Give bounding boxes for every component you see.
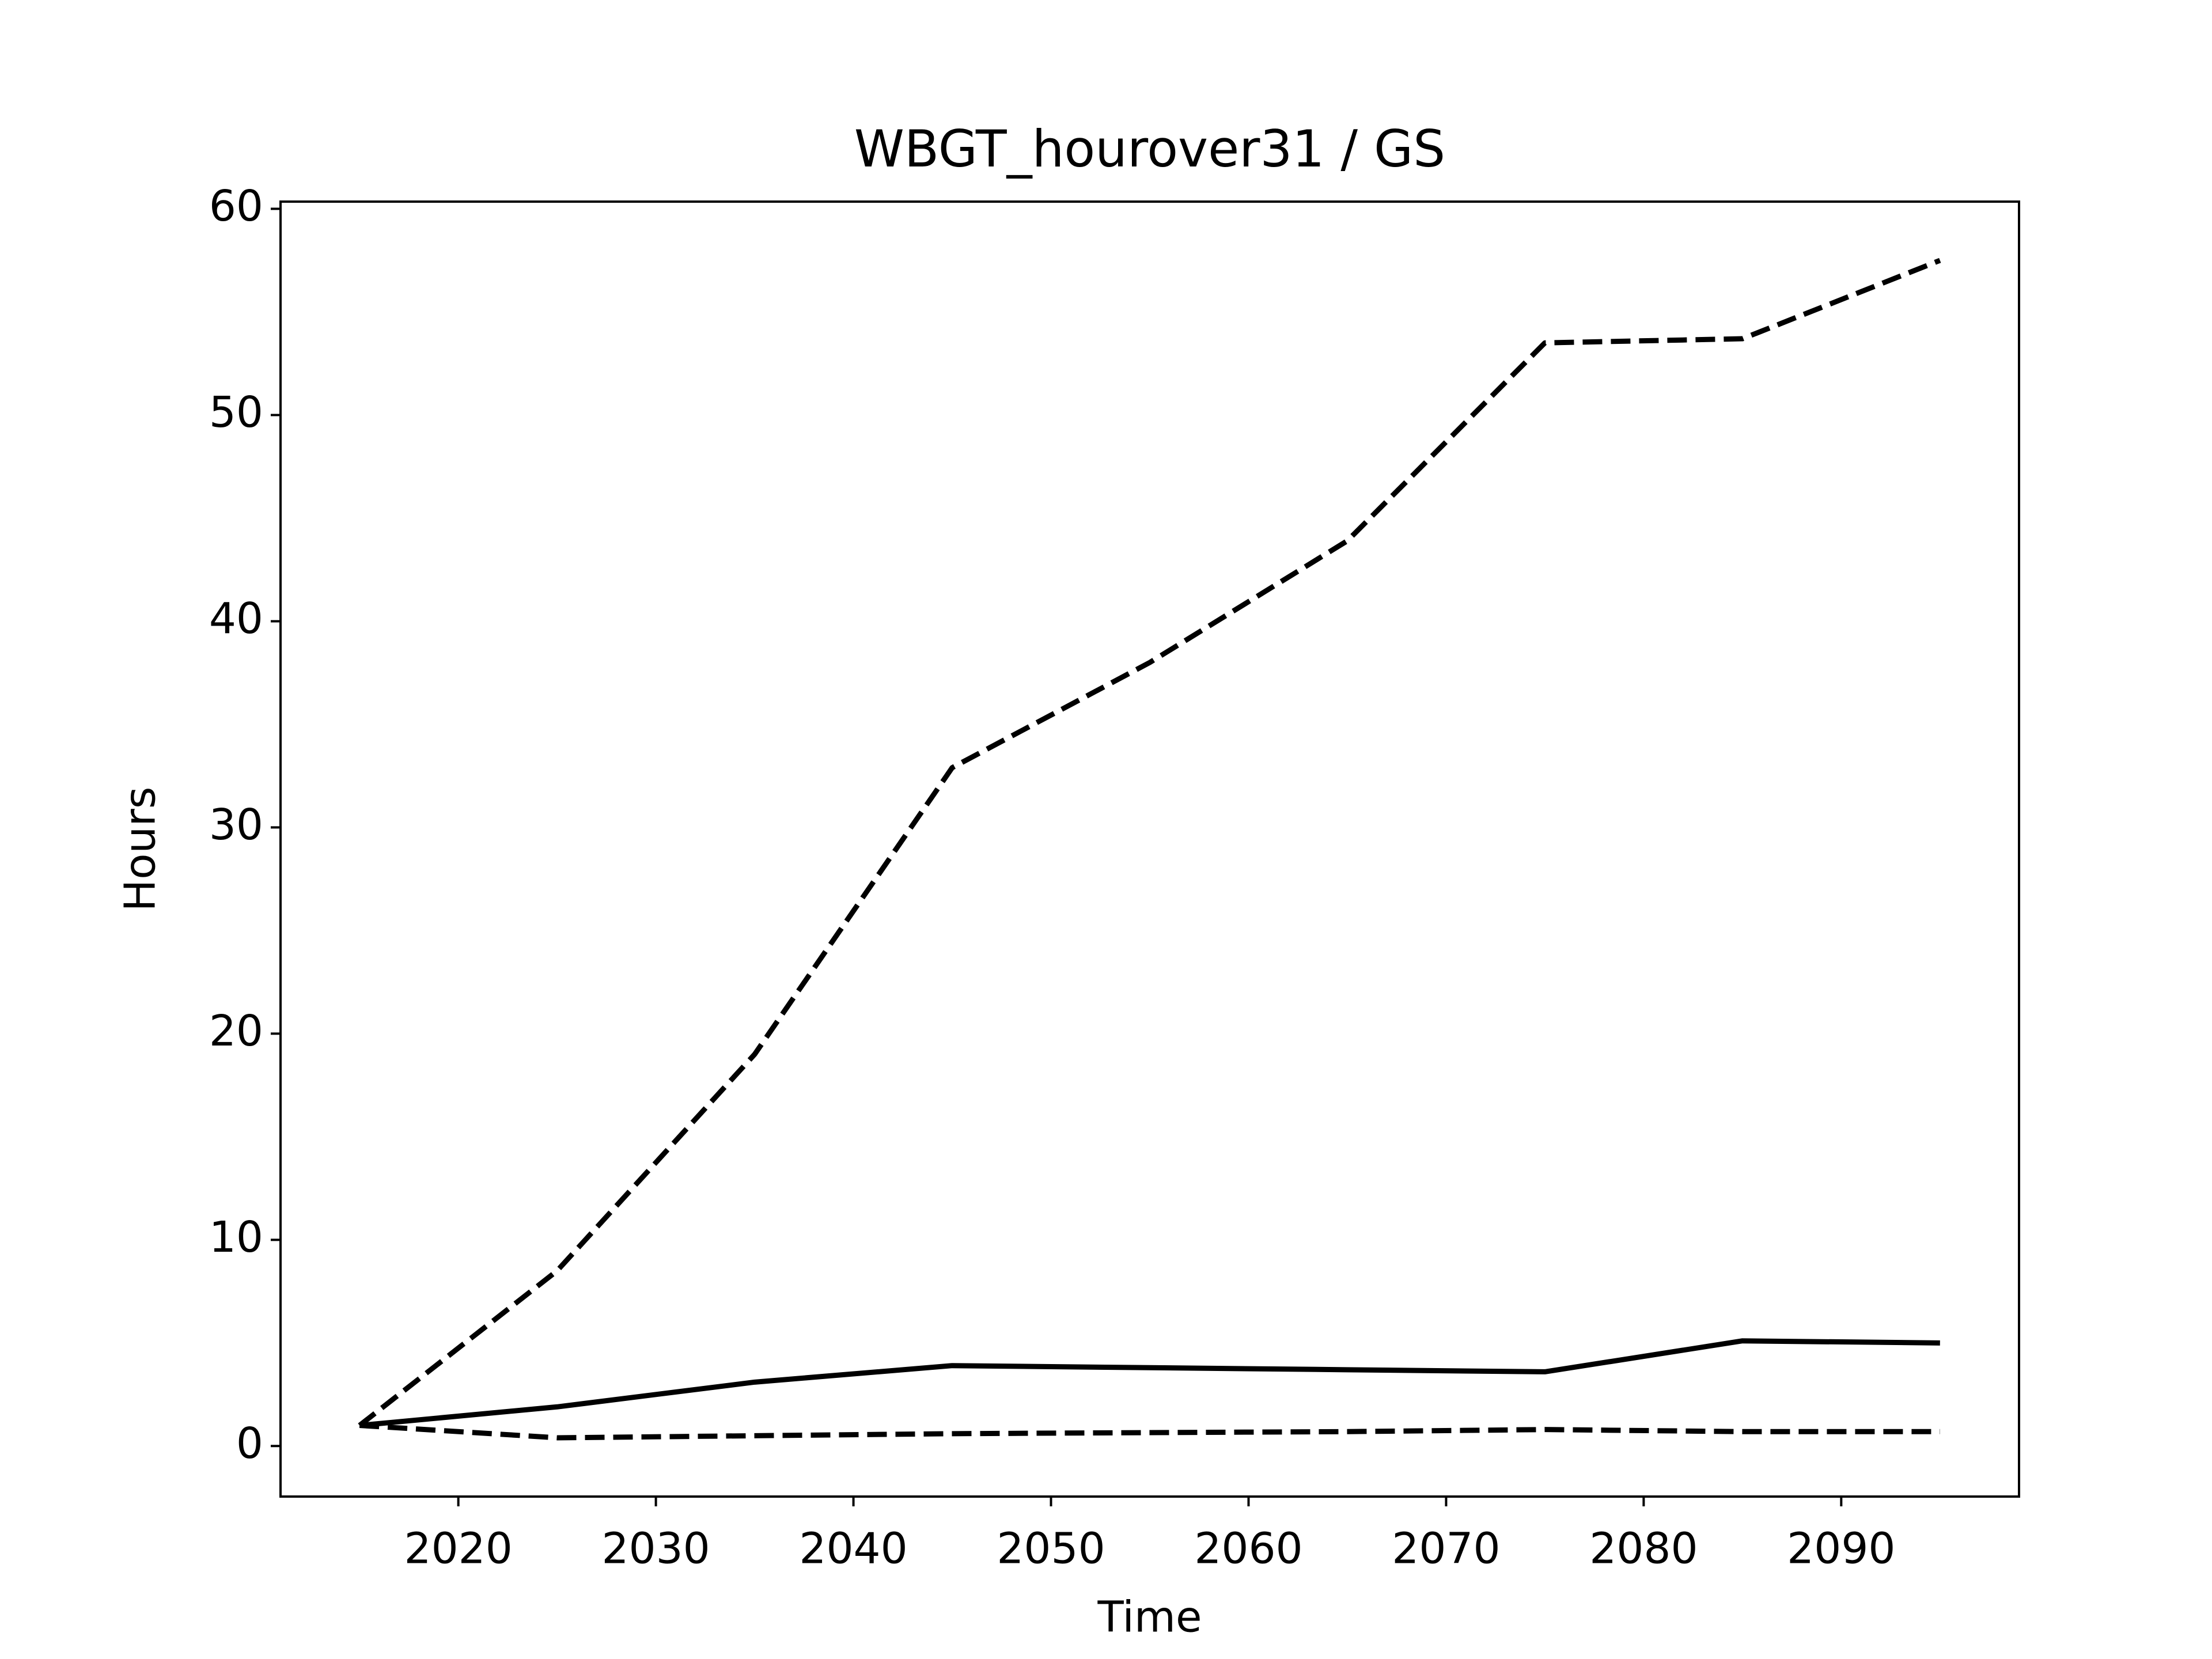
plot-frame xyxy=(279,200,2020,1498)
chart-title: WBGT_hourover31 / GS xyxy=(854,119,1445,179)
series-line xyxy=(359,1423,1940,1441)
series-line xyxy=(359,1338,1940,1428)
y-tick-label: 40 xyxy=(209,594,263,643)
y-tick-label: 60 xyxy=(209,181,263,231)
x-tick-label: 2060 xyxy=(1194,1524,1302,1574)
x-tick-label: 2050 xyxy=(997,1524,1105,1574)
y-tick-label: 50 xyxy=(209,388,263,437)
y-tick-label: 20 xyxy=(209,1006,263,1056)
x-axis-label: Time xyxy=(1097,1593,1202,1642)
x-tick-label: 2040 xyxy=(799,1524,907,1574)
x-tick-label: 2090 xyxy=(1787,1524,1895,1574)
y-axis-label: Hours xyxy=(116,787,165,912)
x-tick-label: 2080 xyxy=(1589,1524,1698,1574)
x-tick-label: 2030 xyxy=(601,1524,710,1574)
y-tick-label: 0 xyxy=(236,1419,263,1468)
series-line xyxy=(358,257,1941,1428)
y-tick-label: 10 xyxy=(209,1213,263,1262)
y-tick-label: 30 xyxy=(209,800,263,850)
x-tick-label: 2020 xyxy=(404,1524,512,1574)
x-tick-label: 2070 xyxy=(1392,1524,1500,1574)
